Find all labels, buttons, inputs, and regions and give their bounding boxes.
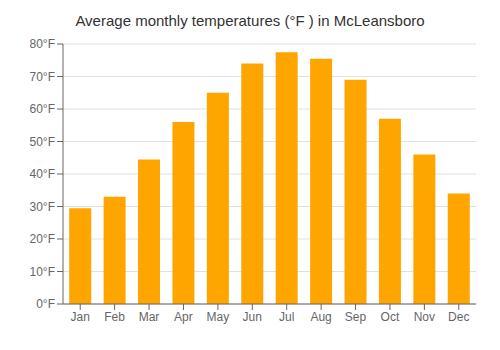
svg-text:Oct: Oct [381,310,400,324]
svg-text:Sep: Sep [345,310,367,324]
svg-text:30°F: 30°F [30,200,55,214]
svg-text:10°F: 10°F [30,265,55,279]
html-text:Average monthly temperatures (: Average monthly temperatures (°F ) in Mc… [75,12,425,29]
svg-text:70°F: 70°F [30,70,55,84]
svg-text:50°F: 50°F [30,135,55,149]
svg-text:Dec: Dec [448,310,469,324]
svg-text:Jun: Jun [243,310,262,324]
svg-text:20°F: 20°F [30,232,55,246]
svg-text:60°F: 60°F [30,102,55,116]
svg-text:80°F: 80°F [30,37,55,51]
svg-text:Aug: Aug [310,310,331,324]
svg-text:Jul: Jul [279,310,294,324]
svg-text:0°F: 0°F [36,297,55,311]
svg-text:Feb: Feb [104,310,125,324]
svg-text:Jan: Jan [71,310,90,324]
svg-text:Mar: Mar [139,310,160,324]
svg-text:Apr: Apr [174,310,193,324]
svg-text:May: May [207,310,230,324]
svg-text:40°F: 40°F [30,167,55,181]
svg-text:Nov: Nov [414,310,435,324]
